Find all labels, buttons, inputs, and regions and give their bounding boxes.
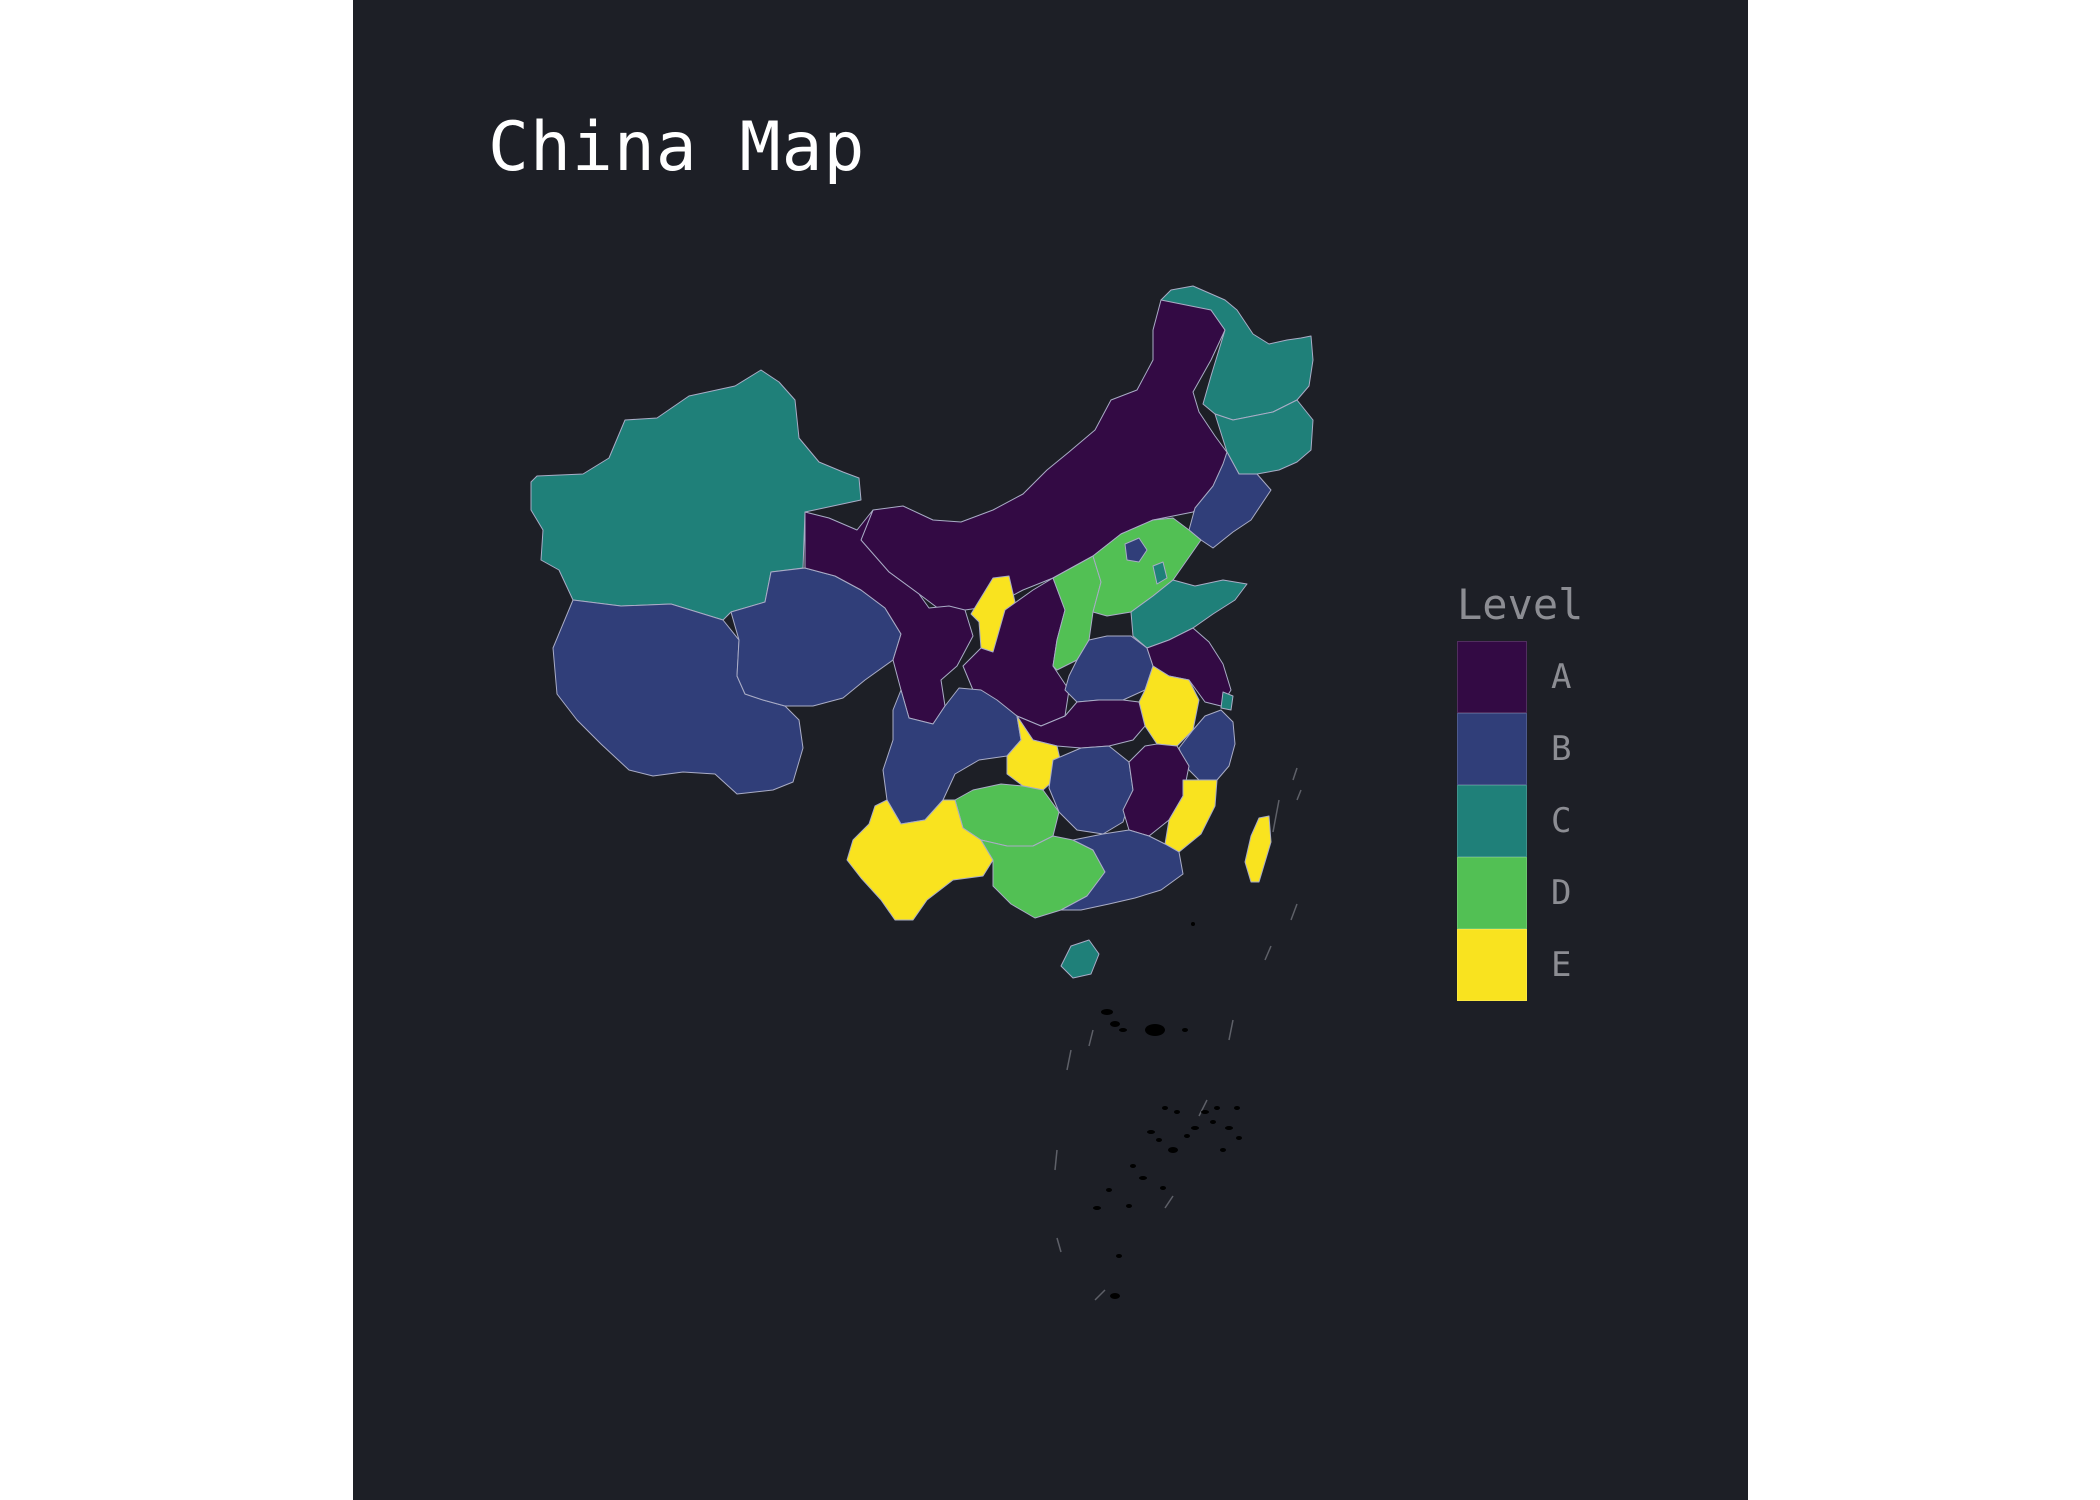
island-marker: [1106, 1188, 1112, 1192]
maritime-boundary-dash: [1054, 1149, 1058, 1171]
maritime-boundary-dash: [1164, 1195, 1174, 1209]
island-marker: [1147, 1130, 1155, 1134]
maritime-boundary-dash: [1292, 767, 1298, 781]
province-beijing: [1124, 537, 1148, 563]
island-marker: [1184, 1134, 1190, 1138]
province-liaoning: [1188, 451, 1272, 549]
island-marker: [1130, 1164, 1136, 1168]
legend-swatch-a: [1457, 641, 1527, 713]
maritime-boundary-dash: [1264, 945, 1272, 961]
island-marker: [1110, 1021, 1120, 1027]
maritime-boundary-dash: [1088, 1029, 1094, 1047]
legend-item-b: B: [1457, 713, 1583, 785]
island-marker: [1191, 922, 1195, 926]
legend-label-d: D: [1551, 873, 1572, 913]
maritime-boundary-dash: [1056, 1237, 1062, 1253]
island-marker: [1182, 1028, 1188, 1032]
province-tianjin: [1152, 561, 1168, 585]
legend-swatch-c: [1457, 785, 1527, 857]
maritime-boundary-dash: [1066, 1049, 1072, 1071]
island-marker: [1168, 1147, 1178, 1153]
legend: Level A B C D E: [1457, 580, 1583, 1001]
legend-item-a: A: [1457, 641, 1583, 713]
province-guangdong: [1060, 829, 1184, 911]
island-marker: [1145, 1024, 1165, 1036]
maritime-boundary-dash: [1290, 903, 1298, 921]
province-fujian: [1164, 779, 1218, 853]
island-marker: [1225, 1126, 1233, 1130]
island-marker: [1160, 1186, 1166, 1190]
island-marker: [1116, 1254, 1122, 1258]
legend-label-e: E: [1551, 945, 1572, 985]
maritime-boundary-dash: [1094, 1289, 1106, 1301]
island-marker: [1210, 1120, 1216, 1124]
legend-label-a: A: [1551, 657, 1572, 697]
china-map: [530, 285, 1314, 1301]
island-marker: [1236, 1136, 1242, 1140]
legend-item-d: D: [1457, 857, 1583, 929]
legend-swatch-d: [1457, 857, 1527, 929]
province-hubei: [1016, 699, 1146, 749]
island-marker: [1234, 1106, 1240, 1110]
maritime-boundary-dash: [1198, 1099, 1208, 1117]
province-hainan: [1060, 939, 1100, 979]
map-title: China Map: [488, 108, 866, 187]
province-taiwan: [1244, 815, 1272, 883]
legend-title: Level: [1457, 580, 1584, 629]
island-marker: [1191, 1126, 1199, 1130]
province-yunnan: [846, 799, 994, 921]
legend-swatch-e: [1457, 929, 1527, 1001]
island-marker: [1119, 1028, 1127, 1032]
province-hunan: [1048, 745, 1134, 835]
maritime-boundary-dash: [1296, 789, 1302, 801]
island-marker: [1214, 1106, 1220, 1110]
island-marker: [1139, 1176, 1147, 1180]
legend-label-c: C: [1551, 801, 1572, 841]
province-gansu: [804, 509, 974, 725]
island-marker: [1201, 1110, 1209, 1114]
province-heilongjiang: [1160, 285, 1314, 421]
province-tibet: [552, 599, 804, 795]
island-marker: [1220, 1148, 1226, 1152]
island-marker: [1162, 1106, 1168, 1110]
island-marker: [1156, 1138, 1162, 1142]
island-marker: [1110, 1293, 1120, 1299]
map-panel: China Map Level A B C D E: [353, 0, 1748, 1500]
island-marker: [1093, 1206, 1101, 1210]
legend-item-e: E: [1457, 929, 1583, 1001]
island-marker: [1174, 1110, 1180, 1114]
province-qinghai: [730, 567, 902, 707]
island-marker: [1126, 1204, 1132, 1208]
legend-swatch-b: [1457, 713, 1527, 785]
province-hebei: [1092, 517, 1202, 617]
province-xinjiang: [530, 369, 862, 621]
island-marker: [1101, 1009, 1113, 1015]
maritime-boundary-dash: [1272, 799, 1280, 833]
legend-label-b: B: [1551, 729, 1572, 769]
maritime-boundary-dash: [1228, 1019, 1234, 1041]
legend-item-c: C: [1457, 785, 1583, 857]
province-shanghai: [1220, 691, 1234, 711]
province-sichuan: [882, 687, 1022, 825]
